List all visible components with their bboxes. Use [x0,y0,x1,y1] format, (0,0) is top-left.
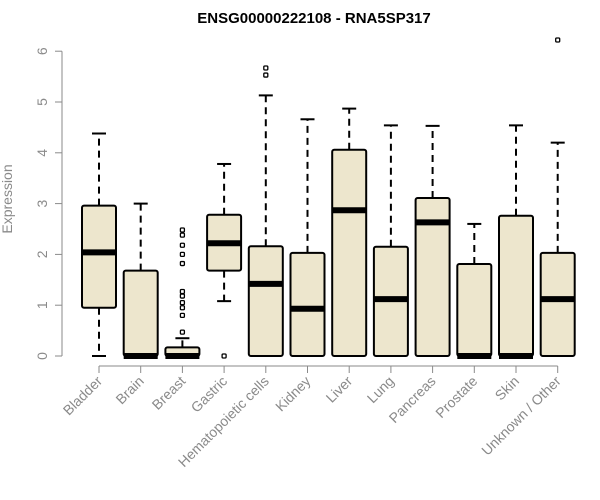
iqr-box [81,204,117,309]
y-tick-label: 2 [34,250,50,258]
x-tick-label: Brain [112,373,146,407]
chart-title: ENSG00000222108 - RNA5SP317 [197,10,430,27]
iqr-box [498,214,534,357]
box-hematopoietic-cells [247,65,284,357]
outlier-point [179,260,186,267]
y-axis: 0 1 2 3 4 5 6 [34,47,63,360]
outlier-point [179,293,186,299]
iqr-box [539,251,576,358]
box-breast [164,227,201,359]
box-prostate [456,222,493,359]
outlier-point [179,300,186,306]
outlier-point [179,232,186,238]
outlier-point [179,312,186,319]
outlier-point [179,242,186,248]
iqr-box [289,251,326,358]
outlier-point [179,251,186,258]
y-tick-label: 3 [34,199,50,207]
iqr-box [456,263,493,357]
box-bladder [81,132,117,357]
boxes-group [81,37,576,359]
outlier-point [179,227,186,233]
outlier-point [179,288,186,295]
x-tick-label: Liver [323,373,356,406]
box-lung [372,124,409,357]
iqr-box [414,197,451,357]
y-tick-label: 0 [34,352,50,360]
x-tick-label: Skin [492,373,523,404]
box-gastric [206,162,243,359]
box-skin [498,124,534,359]
x-tick-label: Bladder [60,373,106,419]
x-tick-label: Kidney [272,373,314,415]
x-tick-label: Prostate [432,373,480,421]
y-tick-label: 5 [34,98,50,106]
iqr-box [122,269,159,358]
outlier-point [263,65,269,71]
outlier-point [179,329,186,335]
box-kidney [289,118,326,358]
y-tick-label: 1 [34,301,50,309]
box-pancreas [414,124,451,357]
box-brain [122,202,159,359]
outlier-point [221,353,227,359]
box-unknown-other [539,37,576,358]
box-liver [331,107,368,357]
outlier-point [263,72,269,78]
iqr-box [331,148,368,357]
y-tick-label: 6 [34,47,50,55]
outlier-point [555,37,561,43]
y-tick-label: 4 [34,149,50,157]
outlier-point [179,305,186,311]
x-tick-label: Unknown / Other [478,373,564,459]
x-tick-label: Lung [364,373,397,406]
x-tick-label: Breast [149,373,189,413]
y-axis-label: Expression [0,164,15,233]
iqr-box [247,245,284,357]
